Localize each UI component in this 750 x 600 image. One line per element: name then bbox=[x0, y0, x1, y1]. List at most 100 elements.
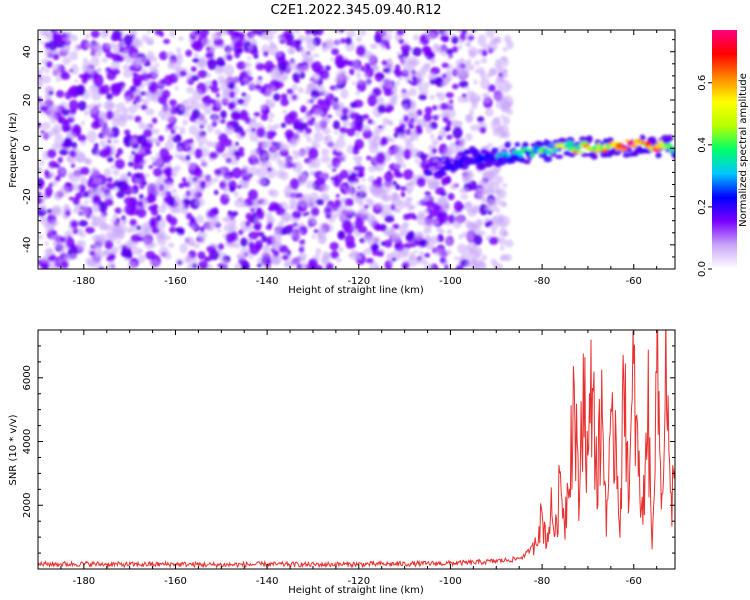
heatmap-noise-blob bbox=[106, 176, 113, 183]
heatmap-noise-blob bbox=[368, 165, 376, 173]
heatmap-noise-blob bbox=[50, 207, 58, 216]
heatmap-noise-blob bbox=[116, 148, 124, 155]
heatmap-noise-blob bbox=[130, 137, 137, 146]
heatmap-noise-blob bbox=[48, 160, 58, 169]
heatmap-noise-blob bbox=[440, 206, 449, 213]
heatmap-noise-blob bbox=[179, 243, 188, 254]
heatmap-noise-blob bbox=[322, 251, 330, 260]
heatmap-noise-blob bbox=[138, 121, 145, 130]
heatmap-noise-blob bbox=[232, 125, 243, 134]
heatmap-noise-blob bbox=[464, 201, 473, 208]
heatmap-noise-blob bbox=[156, 214, 162, 222]
heatmap-noise-blob bbox=[441, 177, 448, 186]
heatmap-noise-blob bbox=[168, 59, 175, 66]
heatmap-noise-blob bbox=[53, 104, 62, 113]
heatmap-noise-blob bbox=[434, 186, 446, 195]
heatmap-noise-blob bbox=[394, 163, 402, 169]
heatmap-noise-blob bbox=[387, 30, 394, 34]
heatmap-noise-blob bbox=[107, 139, 112, 144]
heatmap-signal-band-blob bbox=[648, 136, 657, 142]
heatmap-noise-blob bbox=[465, 115, 473, 124]
heatmap-noise-blob bbox=[469, 93, 481, 104]
heatmap-noise-blob bbox=[92, 194, 100, 203]
heatmap-noise-blob bbox=[289, 178, 300, 190]
heatmap-noise-blob bbox=[295, 150, 304, 157]
heatmap-noise-blob bbox=[350, 172, 357, 179]
heatmap-noise-blob bbox=[379, 42, 384, 49]
heatmap-noise-blob bbox=[248, 119, 257, 130]
heatmap-noise-blob bbox=[291, 59, 297, 64]
snr-x-axis-label: Height of straight line (km) bbox=[288, 585, 424, 596]
heatmap-noise-blob bbox=[124, 257, 129, 262]
heatmap-noise-blob bbox=[112, 169, 120, 176]
heatmap-noise-blob bbox=[395, 184, 401, 191]
heatmap-noise-blob bbox=[344, 198, 354, 207]
heatmap-noise-blob bbox=[136, 200, 144, 207]
heatmap-noise-blob bbox=[381, 34, 388, 40]
heatmap-noise-blob bbox=[432, 114, 439, 121]
heatmap-noise-blob bbox=[331, 168, 337, 172]
heatmap-noise-blob bbox=[419, 251, 424, 257]
heatmap-noise-blob bbox=[229, 91, 236, 99]
heatmap-noise-blob bbox=[214, 168, 222, 176]
heatmap-noise-blob bbox=[124, 204, 134, 215]
heatmap-noise-blob bbox=[110, 33, 119, 42]
heatmap-noise-blob bbox=[310, 116, 316, 121]
heatmap-noise-blob bbox=[433, 248, 444, 257]
heatmap-noise-blob bbox=[400, 191, 406, 198]
heatmap-noise-blob bbox=[409, 124, 415, 130]
heatmap-noise-blob bbox=[224, 214, 234, 224]
heatmap-noise-blob bbox=[247, 44, 254, 50]
heatmap-noise-blob bbox=[322, 127, 331, 135]
heatmap-noise-blob bbox=[429, 57, 436, 64]
heatmap-noise-blob bbox=[385, 227, 395, 236]
heatmap-noise-blob bbox=[280, 145, 286, 152]
heatmap-noise-blob bbox=[364, 204, 369, 210]
heatmap-noise-blob bbox=[89, 84, 97, 93]
heatmap-noise-blob bbox=[211, 121, 218, 128]
heatmap-noise-blob bbox=[92, 253, 102, 262]
heatmap-noise-blob bbox=[108, 102, 116, 109]
heatmap-noise-blob bbox=[283, 30, 293, 38]
heatmap-noise-blob bbox=[117, 42, 123, 48]
heatmap-noise-blob bbox=[292, 72, 300, 82]
heatmap-noise-blob bbox=[417, 41, 422, 45]
heatmap-noise-blob bbox=[287, 224, 294, 230]
y-tick-label: 20 bbox=[22, 94, 33, 107]
heatmap-noise-blob bbox=[234, 199, 245, 208]
heatmap-noise-blob bbox=[248, 166, 259, 176]
heatmap-signal-band-blob bbox=[424, 170, 434, 176]
heatmap-noise-blob bbox=[396, 30, 405, 36]
heatmap-noise-blob bbox=[222, 186, 229, 193]
heatmap-noise-blob bbox=[269, 201, 279, 211]
heatmap-noise-blob bbox=[147, 194, 157, 203]
heatmap-noise-blob bbox=[190, 66, 197, 72]
heatmap-noise-blob bbox=[245, 128, 252, 134]
snr-x-ticks: -180 -160 -140 -120 -100 -80 -60 bbox=[37, 330, 658, 587]
heatmap-noise-blob bbox=[403, 148, 412, 160]
heatmap-noise-blob bbox=[84, 110, 90, 116]
heatmap-noise-blob bbox=[217, 249, 222, 254]
x-tick-label: -160 bbox=[164, 576, 187, 587]
heatmap-noise-blob bbox=[390, 184, 395, 189]
heatmap-noise-blob bbox=[296, 236, 302, 240]
heatmap-noise-blob bbox=[114, 207, 122, 214]
heatmap-noise-blob bbox=[350, 101, 357, 109]
y-tick-label: 6000 bbox=[22, 365, 33, 390]
heatmap-noise-blob bbox=[262, 246, 270, 254]
heatmap-noise-blob bbox=[175, 146, 183, 153]
heatmap-noise-blob bbox=[64, 91, 72, 100]
heatmap-noise-blob bbox=[217, 263, 224, 268]
heatmap-noise-blob bbox=[423, 263, 434, 269]
heatmap-noise-blob bbox=[48, 182, 53, 188]
heatmap-noise-blob bbox=[454, 215, 465, 224]
heatmap-noise-blob bbox=[217, 75, 225, 84]
heatmap-noise-blob bbox=[54, 193, 60, 198]
heatmap-noise-blob bbox=[188, 96, 195, 105]
heatmap-noise-blob bbox=[451, 36, 459, 45]
heatmap-noise-blob bbox=[368, 175, 375, 183]
heatmap-signal-band-blob bbox=[580, 152, 589, 157]
heatmap-noise-layer bbox=[38, 30, 514, 269]
heatmap-noise-blob bbox=[342, 119, 350, 127]
heatmap-noise-blob bbox=[318, 183, 329, 192]
